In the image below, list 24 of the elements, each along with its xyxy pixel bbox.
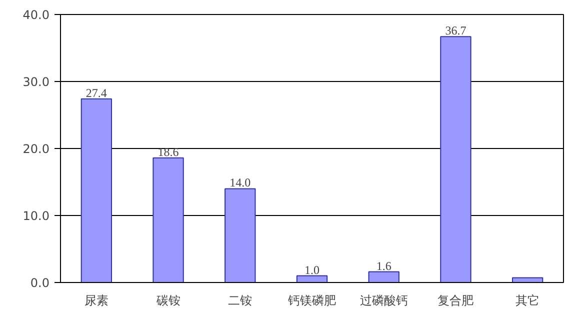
y-tick-label: 20.0 — [22, 142, 50, 156]
x-tick-label: 过磷酸钙 — [360, 294, 408, 308]
y-tick-label: 30.0 — [22, 75, 50, 89]
x-tick-label: 钙镁磷肥 — [287, 294, 336, 308]
y-tick-label: 0.0 — [30, 276, 50, 290]
data-label: 27.4 — [86, 86, 107, 100]
bar — [152, 157, 184, 282]
data-label: 14.0 — [230, 176, 251, 190]
bar — [80, 98, 112, 282]
x-tick-label: 尿素 — [84, 294, 108, 308]
data-label: 36.7 — [445, 24, 466, 38]
x-tick-label: 复合肥 — [438, 294, 474, 308]
bar — [368, 271, 400, 282]
y-tick-label: 10.0 — [22, 209, 50, 223]
bar — [224, 188, 256, 282]
x-tick-label: 碳铵 — [155, 294, 180, 308]
data-label: 18.6 — [158, 144, 179, 159]
bar — [440, 36, 472, 282]
x-tick-label: 二铵 — [228, 294, 252, 308]
data-label: 1.0 — [304, 262, 320, 277]
data-label: 1.6 — [376, 258, 392, 273]
bar — [296, 275, 328, 282]
y-tick-label: 40.0 — [22, 8, 50, 22]
x-tick-label: 其它 — [516, 294, 540, 308]
